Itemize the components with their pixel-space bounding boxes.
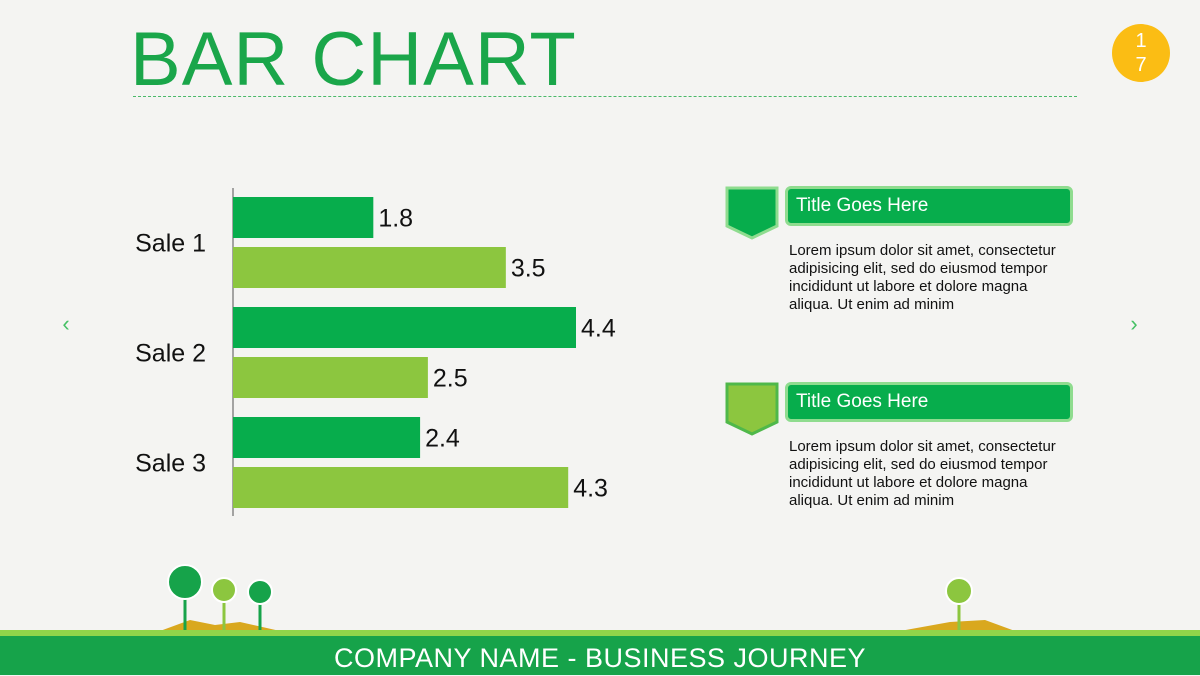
- tag-icon: [725, 382, 779, 436]
- page-number-top: 1: [1135, 30, 1147, 52]
- page-number-badge: 1 7: [1112, 24, 1170, 82]
- bar-value-label: 2.4: [425, 425, 460, 453]
- info-card-1-title: Title Goes Here: [785, 186, 1073, 226]
- bar: [233, 417, 421, 458]
- footer-bar: [0, 630, 1200, 675]
- footer-text: COMPANY NAME - BUSINESS JOURNEY: [333, 643, 867, 673]
- info-card-2-text: Lorem ipsum dolor sit amet, consectetur …: [789, 438, 1056, 509]
- footer-stripe: [0, 630, 1200, 636]
- category-label: Sale 1: [135, 230, 206, 258]
- bar: [233, 467, 569, 508]
- info-card-1: Title Goes Here Lorem ipsum dolor sit am…: [725, 186, 1085, 346]
- category-label: Sale 3: [135, 450, 206, 478]
- next-slide-button[interactable]: ›: [1124, 310, 1144, 338]
- slide-title: BAR CHART: [130, 17, 577, 102]
- category-label: Sale 2: [135, 340, 206, 368]
- title-divider: [133, 96, 1077, 97]
- bar-value-label: 4.4: [581, 315, 616, 343]
- bar: [233, 307, 576, 348]
- info-card-1-text: Lorem ipsum dolor sit amet, consectetur …: [789, 242, 1056, 313]
- bar: [233, 197, 374, 238]
- tag-icon: [725, 186, 779, 240]
- bar: [233, 247, 506, 288]
- page-number-bottom: 7: [1135, 54, 1147, 76]
- info-card-2-title: Title Goes Here: [785, 382, 1073, 422]
- bar-value-label: 4.3: [573, 475, 608, 503]
- bar-value-label: 1.8: [378, 205, 413, 233]
- bar-chart: Sale 1 1.8 3.5 Sale 2 4.4 2.5 Sale 3 2.4 4.3: [135, 188, 616, 516]
- previous-slide-button[interactable]: ‹: [56, 310, 76, 338]
- bar-value-label: 2.5: [433, 365, 468, 393]
- bar-value-label: 3.5: [511, 255, 546, 283]
- chevron-left-icon: ‹: [62, 311, 70, 336]
- bar: [233, 357, 428, 398]
- info-card-2: Title Goes Here Lorem ipsum dolor sit am…: [725, 382, 1085, 542]
- chevron-right-icon: ›: [1130, 311, 1138, 336]
